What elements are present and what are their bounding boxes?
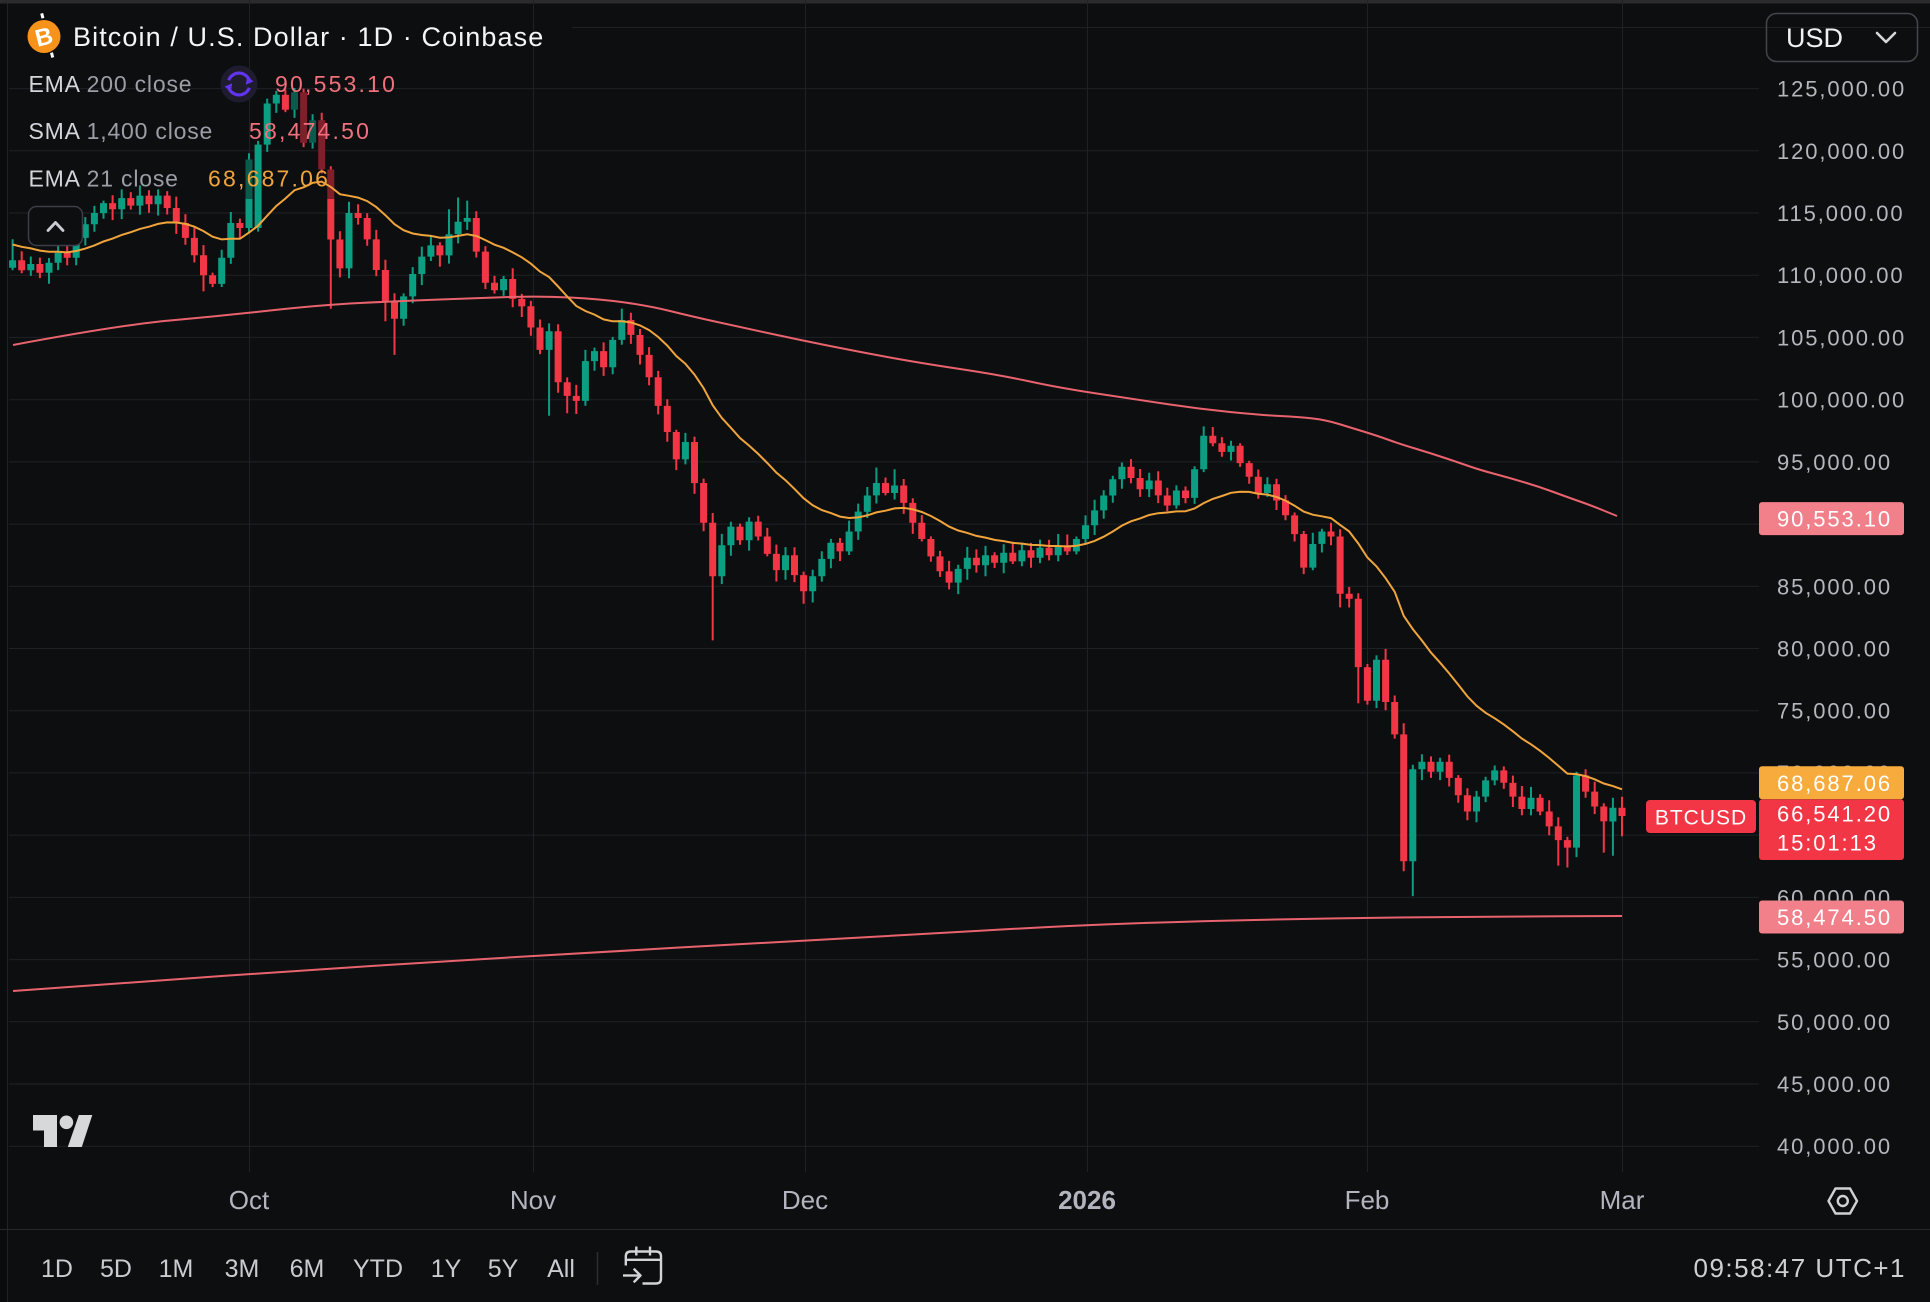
svg-text:3M: 3M — [225, 1255, 260, 1283]
svg-text:66,541.20: 66,541.20 — [1777, 802, 1892, 827]
svg-text:115,000.00: 115,000.00 — [1777, 201, 1904, 226]
svg-text:All: All — [547, 1255, 575, 1283]
svg-text:125,000.00: 125,000.00 — [1777, 77, 1906, 102]
svg-text:58,474.50: 58,474.50 — [249, 118, 371, 144]
svg-text:Mar: Mar — [1600, 1185, 1645, 1215]
svg-text:SMA 1,400 close: SMA 1,400 close — [29, 118, 214, 144]
svg-text:EMA 21 close: EMA 21 close — [29, 166, 179, 192]
svg-text:USD: USD — [1786, 23, 1843, 53]
svg-text:1Y: 1Y — [431, 1255, 462, 1283]
svg-text:95,000.00: 95,000.00 — [1777, 450, 1892, 475]
svg-text:55,000.00: 55,000.00 — [1777, 948, 1892, 973]
svg-text:5D: 5D — [100, 1255, 132, 1283]
svg-text:BTCUSD: BTCUSD — [1655, 807, 1747, 830]
svg-text:50,000.00: 50,000.00 — [1777, 1010, 1892, 1035]
svg-text:Bitcoin / U.S. Dollar · 1D · C: Bitcoin / U.S. Dollar · 1D · Coinbase — [73, 22, 544, 52]
svg-text:09:58:47 UTC+1: 09:58:47 UTC+1 — [1693, 1253, 1906, 1283]
svg-text:110,000.00: 110,000.00 — [1777, 263, 1904, 288]
svg-text:68,687.06: 68,687.06 — [208, 166, 330, 192]
svg-text:6M: 6M — [290, 1255, 325, 1283]
svg-text:2026: 2026 — [1058, 1185, 1116, 1215]
svg-text:Nov: Nov — [510, 1185, 556, 1215]
svg-text:105,000.00: 105,000.00 — [1777, 325, 1906, 350]
svg-text:5Y: 5Y — [488, 1255, 519, 1283]
svg-text:Oct: Oct — [229, 1185, 270, 1215]
svg-text:Dec: Dec — [782, 1185, 828, 1215]
svg-text:Feb: Feb — [1345, 1185, 1390, 1215]
svg-text:B: B — [32, 22, 55, 52]
svg-text:58,474.50: 58,474.50 — [1777, 905, 1892, 930]
svg-text:YTD: YTD — [353, 1255, 403, 1283]
svg-text:75,000.00: 75,000.00 — [1777, 699, 1892, 724]
svg-text:40,000.00: 40,000.00 — [1777, 1134, 1892, 1159]
svg-text:15:01:13: 15:01:13 — [1777, 830, 1878, 855]
svg-text:1M: 1M — [159, 1255, 194, 1283]
svg-text:1D: 1D — [41, 1255, 73, 1283]
svg-text:100,000.00: 100,000.00 — [1777, 388, 1906, 413]
svg-text:80,000.00: 80,000.00 — [1777, 637, 1892, 662]
svg-text:120,000.00: 120,000.00 — [1777, 139, 1906, 164]
svg-text:85,000.00: 85,000.00 — [1777, 574, 1892, 599]
svg-text:68,687.06: 68,687.06 — [1777, 771, 1892, 796]
svg-text:45,000.00: 45,000.00 — [1777, 1072, 1892, 1097]
svg-text:90,553.10: 90,553.10 — [275, 71, 397, 97]
svg-text:90,553.10: 90,553.10 — [1777, 507, 1892, 532]
svg-text:EMA 200 close: EMA 200 close — [29, 71, 193, 97]
